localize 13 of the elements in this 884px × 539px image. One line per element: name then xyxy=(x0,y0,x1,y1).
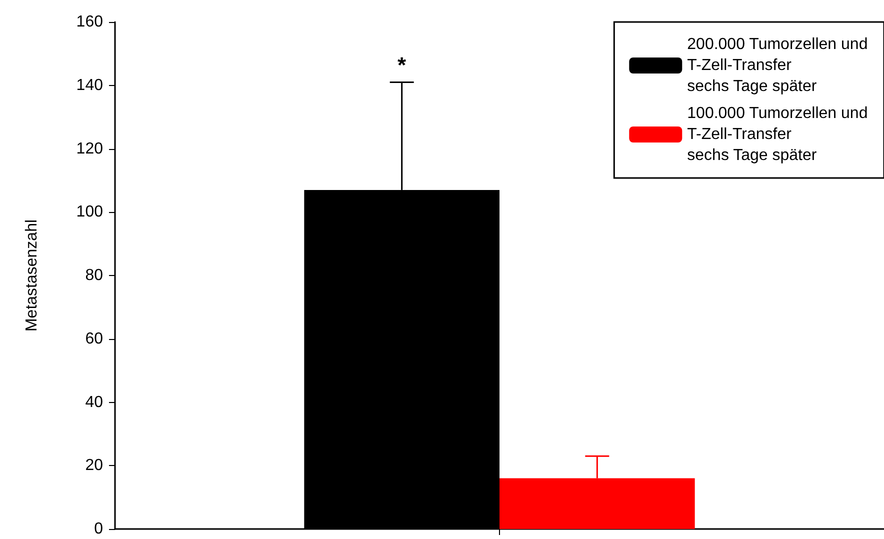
y-axis-title: Metastasenzahl xyxy=(24,219,40,332)
y-tick-label: 100 xyxy=(76,204,104,221)
y-tick-label: 60 xyxy=(85,330,104,348)
y-tick-label: 140 xyxy=(76,76,104,94)
y-tick-label: 0 xyxy=(94,520,104,538)
y-tick-label: 20 xyxy=(85,457,104,474)
y-tick-label: 80 xyxy=(85,267,104,284)
y-tick-label: 160 xyxy=(76,14,104,30)
legend-label: 100.000 Tumorzellen und T-Zell-Transfer sechs Tage später xyxy=(687,105,868,164)
y-tick-label: 40 xyxy=(85,394,104,411)
annotation: * xyxy=(398,52,407,78)
legend-label: 200.000 Tumorzellen und T-Zell-Transfer sechs Tage später xyxy=(687,36,868,95)
y-tick-label: 120 xyxy=(76,140,104,158)
